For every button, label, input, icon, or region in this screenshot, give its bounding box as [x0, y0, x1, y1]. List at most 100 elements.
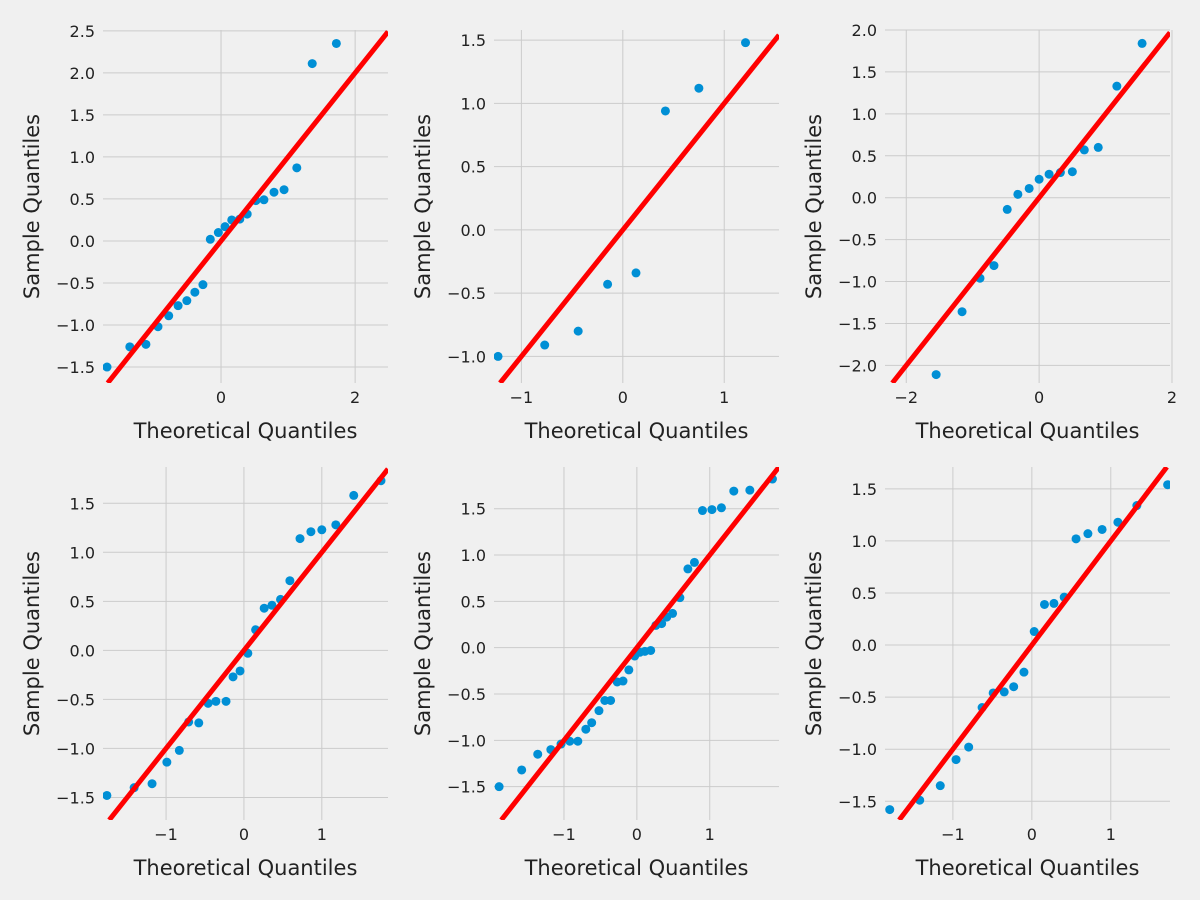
point	[331, 38, 341, 48]
point	[194, 718, 204, 728]
y-tick-label: −0.5	[838, 688, 877, 707]
y-tick-label: 1.0	[70, 543, 95, 562]
y-tick-label: 0.0	[852, 189, 877, 208]
y-tick-label: 1.0	[70, 148, 95, 167]
point	[221, 696, 231, 706]
y-tick-label: 1.0	[852, 532, 877, 551]
point	[494, 782, 504, 792]
x-axis-label: Theoretical Quantiles	[524, 419, 749, 443]
point	[205, 234, 215, 244]
point	[646, 645, 656, 655]
y-tick-label: 0.5	[70, 190, 95, 209]
point	[931, 370, 941, 380]
x-axis-label: Theoretical Quantiles	[915, 419, 1140, 443]
point	[306, 527, 316, 537]
y-tick-label: −1.5	[838, 314, 877, 333]
point	[285, 576, 295, 586]
y-tick-label: 0.0	[70, 232, 95, 251]
x-tick-label: −2	[894, 388, 918, 407]
y-tick-label: 0.0	[852, 636, 877, 655]
x-tick-label: 0	[216, 388, 226, 407]
point	[317, 525, 327, 535]
y-tick-label: −1.0	[56, 739, 95, 758]
y-tick-label: 1.0	[852, 105, 877, 124]
point	[668, 608, 678, 618]
point	[606, 695, 616, 705]
point	[1019, 667, 1029, 677]
point	[147, 779, 157, 789]
reference-line	[499, 467, 779, 820]
y-axis-label: Sample Quantiles	[802, 551, 826, 736]
y-tick-label: 1.5	[70, 494, 95, 513]
y-tick-label: −1.5	[56, 358, 95, 377]
point	[1067, 167, 1077, 177]
reference-line	[890, 30, 1170, 383]
point	[1013, 189, 1023, 199]
point	[211, 696, 221, 706]
point	[999, 687, 1009, 697]
point	[141, 339, 151, 349]
point	[741, 38, 751, 48]
point	[259, 603, 269, 613]
x-tick-label: −1	[552, 825, 576, 844]
point	[1071, 534, 1081, 544]
x-tick-label: 1	[1106, 825, 1116, 844]
reference-line	[498, 33, 779, 383]
y-tick-label: −2.0	[838, 356, 877, 375]
point	[1009, 682, 1019, 692]
point	[1034, 174, 1044, 184]
point	[1049, 598, 1059, 608]
point	[573, 326, 583, 336]
y-tick-label: −0.5	[447, 284, 486, 303]
y-tick-label: 1.5	[461, 31, 486, 50]
point	[745, 485, 755, 495]
x-tick-label: 0	[632, 825, 642, 844]
point	[689, 557, 699, 567]
y-axis-label: Sample Quantiles	[411, 114, 435, 299]
point	[269, 187, 279, 197]
point	[935, 781, 945, 791]
x-axis-label: Theoretical Quantiles	[133, 419, 358, 443]
x-axis-label: Theoretical Quantiles	[133, 856, 358, 880]
point	[1002, 204, 1012, 214]
point	[220, 222, 230, 232]
x-tick-label: −1	[941, 825, 965, 844]
point	[587, 718, 597, 728]
y-tick-label: 0.0	[461, 221, 486, 240]
point	[228, 672, 238, 682]
point	[1083, 529, 1093, 539]
point	[279, 185, 289, 195]
point	[517, 765, 527, 775]
point	[1079, 145, 1089, 155]
y-tick-label: 2.0	[70, 64, 95, 83]
point	[533, 749, 543, 759]
point	[103, 790, 112, 800]
point	[697, 506, 707, 516]
point	[190, 287, 200, 297]
point	[694, 83, 704, 93]
point	[162, 757, 172, 767]
x-tick-label: 0	[1034, 388, 1044, 407]
point	[603, 279, 613, 289]
point	[1113, 517, 1123, 527]
point	[1039, 599, 1049, 609]
y-tick-label: 1.5	[461, 500, 486, 519]
point	[307, 59, 317, 69]
y-tick-label: 0.0	[461, 639, 486, 658]
y-tick-label: −1.0	[447, 731, 486, 750]
point	[198, 280, 208, 290]
point	[1097, 524, 1107, 534]
point	[1137, 38, 1147, 48]
y-tick-label: −1.5	[447, 778, 486, 797]
point	[581, 724, 591, 734]
point	[683, 564, 693, 574]
point	[1093, 142, 1103, 152]
y-tick-label: 1.5	[852, 63, 877, 82]
point	[951, 755, 961, 765]
point	[716, 503, 726, 513]
point	[624, 665, 634, 675]
point	[729, 486, 739, 496]
point	[103, 362, 112, 372]
y-tick-label: 1.0	[461, 94, 486, 113]
x-tick-label: 1	[719, 388, 729, 407]
